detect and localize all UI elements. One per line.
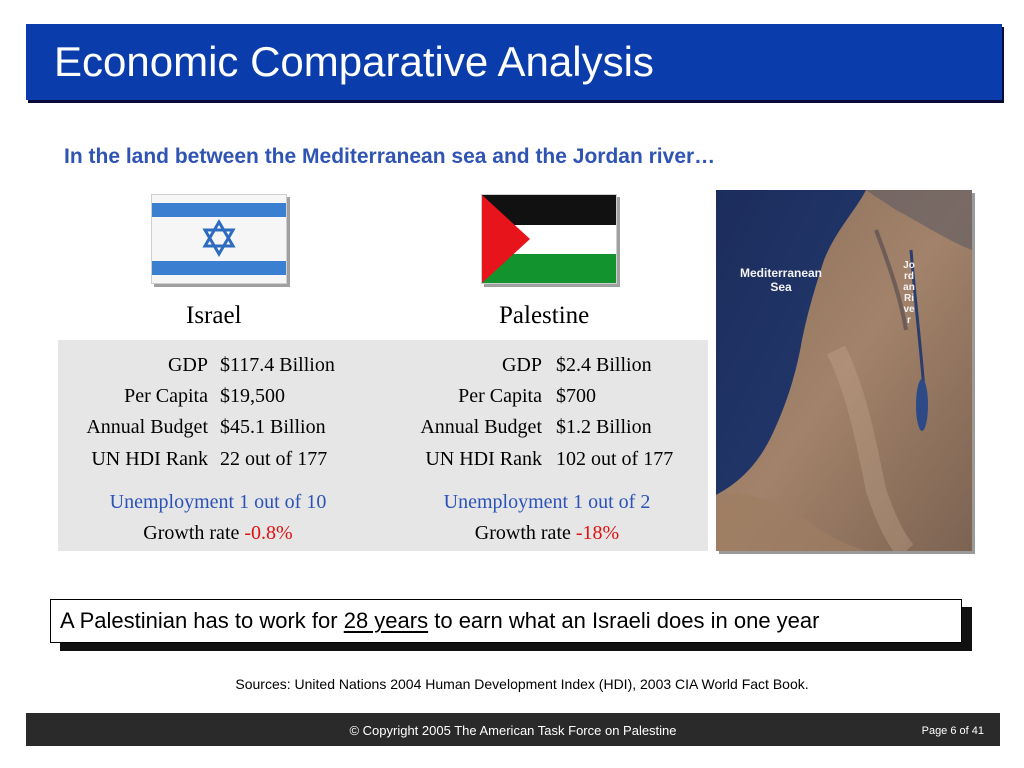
stat-value: 102 out of 177 [556,448,674,470]
israel-growth: Growth rate -0.8% [58,522,378,545]
israel-flag [151,194,287,284]
growth-label: Growth rate [474,522,571,544]
stat-value: $2.4 Billion [556,354,652,376]
stat-value: $19,500 [220,385,285,407]
stat-label: Annual Budget [86,416,208,438]
stat-label: GDP [167,354,208,376]
stat-label: Per Capita [458,385,542,407]
stat-row: Per Capita $700 [392,385,712,411]
stat-row: Annual Budget $45.1 Billion [58,416,378,442]
stat-row: GDP $2.4 Billion [392,354,712,380]
sources-note: Sources: United Nations 2004 Human Devel… [235,676,809,692]
stat-label: Annual Budget [420,416,542,438]
palestine-unemployment: Unemployment 1 out of 2 [443,491,651,513]
growth-value: -0.8% [244,522,293,544]
slide-subtitle: In the land between the Mediterranean se… [64,145,716,168]
israel-name: Israel [186,302,242,329]
callout-text: A Palestinian has to work for 28 years t… [60,608,819,634]
stat-value: $1.2 Billion [556,416,652,438]
stat-value: $700 [556,385,596,407]
river-label: Jordan River [903,260,915,326]
map-image [716,190,972,551]
stat-label: GDP [501,354,542,376]
stat-row: Per Capita $19,500 [58,385,378,411]
stats-panel: GDP $117.4 Billion Per Capita $19,500 An… [58,340,708,551]
growth-value: -18% [575,522,620,544]
page-number: Page 6 of 41 [921,725,984,737]
callout-box: A Palestinian has to work for 28 years t… [50,599,962,643]
stat-row: GDP $117.4 Billion [58,354,378,380]
palestine-flag [481,194,617,284]
stat-label: UN HDI Rank [91,448,208,470]
palestine-name: Palestine [499,302,590,329]
stat-row: UN HDI Rank 102 out of 177 [392,448,712,474]
stat-value: $45.1 Billion [220,416,326,438]
slide-title: Economic Comparative Analysis [54,38,654,85]
stat-row: Annual Budget $1.2 Billion [392,416,712,442]
stat-row: UN HDI Rank 22 out of 177 [58,448,378,474]
stat-value: 22 out of 177 [220,448,328,470]
callout-after: to earn what an Israeli does in one year [434,608,820,633]
stat-value: $117.4 Billion [220,354,335,376]
callout-before: A Palestinian has to work for [60,608,338,633]
sea-label: Mediterranean Sea [739,266,823,294]
israel-unemployment: Unemployment 1 out of 10 [109,491,327,513]
growth-label: Growth rate [143,522,240,544]
callout-emphasis: 28 years [343,608,429,633]
stat-label: UN HDI Rank [425,448,542,470]
stat-label: Per Capita [124,385,208,407]
palestine-growth: Growth rate -18% [392,522,702,545]
copyright: © Copyright 2005 The American Task Force… [349,723,677,738]
title-bar: Economic Comparative Analysis [26,24,1002,100]
satellite-map: Mediterranean Sea Jordan River [716,190,972,551]
footer-bar: © Copyright 2005 The American Task Force… [26,713,1000,746]
